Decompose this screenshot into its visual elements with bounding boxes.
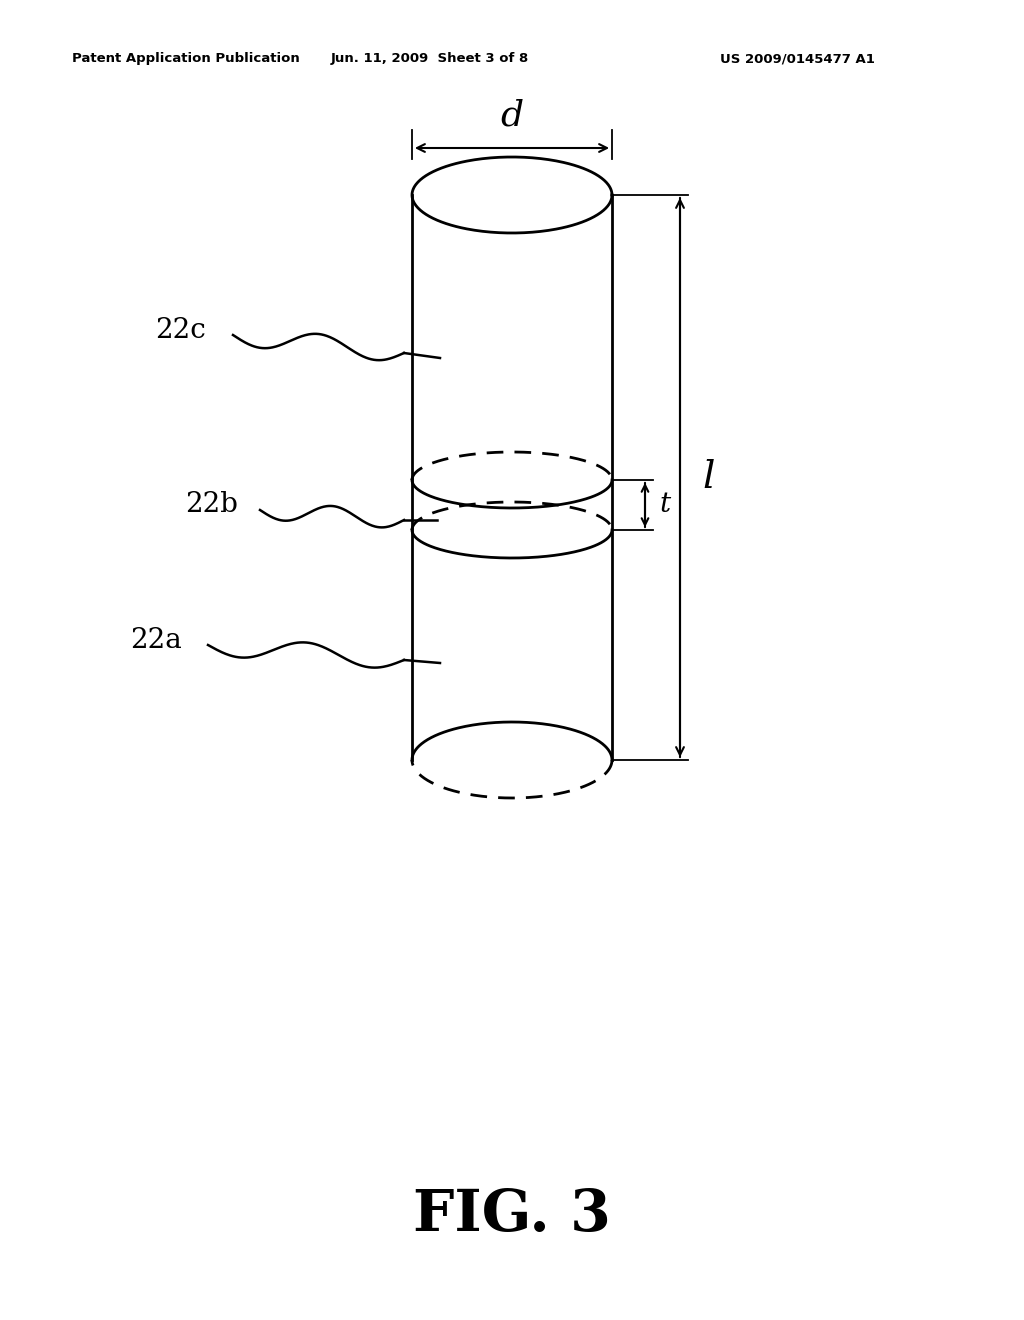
Text: 22c: 22c [155, 317, 206, 343]
Text: t: t [659, 491, 670, 519]
Text: Jun. 11, 2009  Sheet 3 of 8: Jun. 11, 2009 Sheet 3 of 8 [331, 51, 529, 65]
Text: 22a: 22a [130, 627, 181, 653]
Text: US 2009/0145477 A1: US 2009/0145477 A1 [720, 51, 874, 65]
Text: d: d [501, 99, 523, 133]
Text: Patent Application Publication: Patent Application Publication [72, 51, 300, 65]
Text: 22b: 22b [185, 491, 238, 519]
Text: FIG. 3: FIG. 3 [413, 1187, 611, 1243]
Text: l: l [702, 459, 715, 496]
